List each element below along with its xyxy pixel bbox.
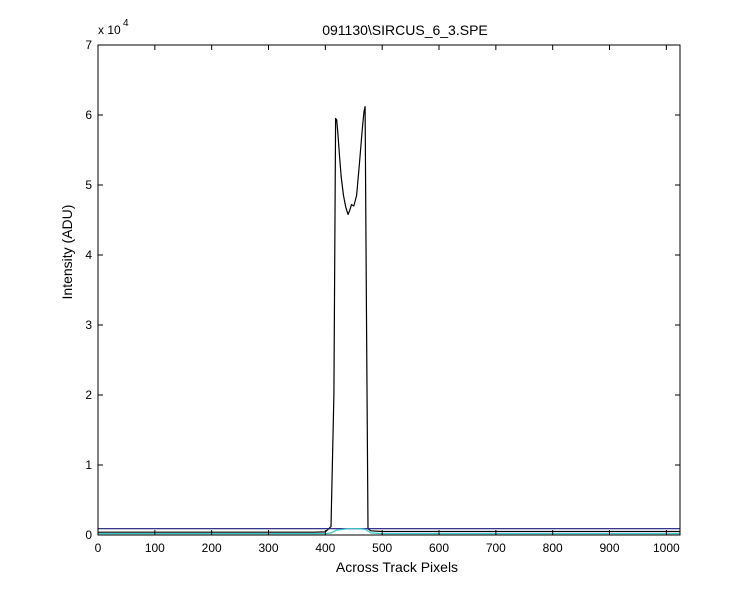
x-axis-label: Across Track Pixels [336, 559, 458, 575]
series-line-2 [98, 528, 680, 535]
y-tick-label: 4 [85, 248, 92, 262]
x-tick-label: 400 [315, 541, 335, 555]
y-tick-label: 6 [85, 108, 92, 122]
x-tick-label: 100 [145, 541, 165, 555]
x-tick-label: 200 [202, 541, 222, 555]
x-tick-label: 700 [486, 541, 506, 555]
x-tick-label: 900 [600, 541, 620, 555]
y-tick-label: 7 [85, 38, 92, 52]
series-line-0 [98, 105, 680, 533]
y-axis: 0 1 2 3 4 5 6 7 [85, 38, 680, 542]
x-tick-label: 800 [543, 541, 563, 555]
y-tick-label: 2 [85, 388, 92, 402]
x-tick-label: 600 [429, 541, 449, 555]
y-axis-label: Intensity (ADU) [59, 205, 75, 300]
x-tick-label: 500 [372, 541, 392, 555]
x-tick-label: 300 [258, 541, 278, 555]
y-tick-label: 3 [85, 318, 92, 332]
x-axis: 0 100 200 300 400 500 600 700 800 900 1000 [95, 45, 680, 555]
y-exponent-label: x 10 [98, 23, 121, 37]
series-layer [98, 105, 680, 535]
plot-frame [97, 44, 681, 536]
x-tick-label: 0 [95, 541, 102, 555]
y-tick-label: 5 [85, 178, 92, 192]
y-tick-label: 1 [85, 458, 92, 472]
x-tick-label: 1000 [653, 541, 680, 555]
chart-title: 091130\SIRCUS_6_3.SPE [322, 22, 488, 38]
y-tick-label: 0 [85, 528, 92, 542]
y-exponent-power: 4 [123, 18, 129, 29]
